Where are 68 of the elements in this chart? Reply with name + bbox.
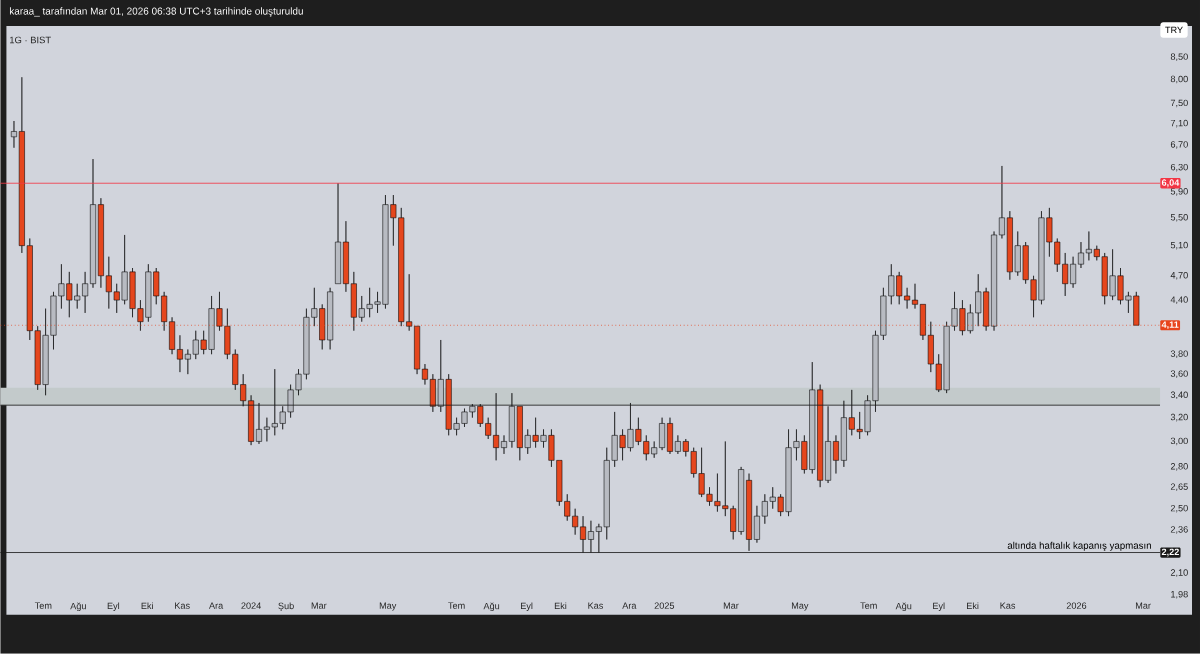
y-tick-label: 4,40 <box>1170 296 1188 305</box>
x-tick-label: Eyl <box>521 602 533 612</box>
candlestick <box>991 231 998 332</box>
x-tick-label: Tem <box>860 602 877 609</box>
x-tick-label: Kas <box>175 602 190 609</box>
y-tick-label: 3,20 <box>1170 413 1188 422</box>
candlestick <box>10 120 17 149</box>
text: 1G · BIST <box>10 36 51 44</box>
x-tick-label: Mar <box>311 602 327 609</box>
x-tick-label: Kas <box>588 602 603 609</box>
candlestick <box>421 363 428 385</box>
x-tick-label: Eki <box>554 602 567 610</box>
x-tick-label: Ağu <box>483 602 500 612</box>
x-tick-label: Eki <box>141 602 153 610</box>
x-tick-label: Ara <box>209 602 224 609</box>
candlestick <box>667 417 673 455</box>
y-tick-label: 5,50 <box>1170 214 1188 222</box>
candlestick <box>580 515 587 553</box>
x-tick-label: Eyl <box>933 602 945 612</box>
annotation: altında haftalık kapanış yapmasın <box>1007 541 1151 551</box>
y-tick-label: 2,80 <box>1170 463 1188 471</box>
y-tick-label: 2,65 <box>1170 483 1188 492</box>
ref-line-label: 2,22 <box>1161 548 1179 557</box>
candlestick <box>90 158 96 289</box>
x-tick-label: Mar <box>723 602 739 609</box>
y-tick-label: 2,36 <box>1170 526 1188 534</box>
y-tick-label: 2,50 <box>1170 505 1188 513</box>
x-tick-label: Ara <box>622 602 637 609</box>
x-tick-label: 2025 <box>654 602 675 610</box>
y-tick-label: 1,98 <box>1171 591 1188 599</box>
y-tick-label: 4,70 <box>1170 272 1188 280</box>
candlestick <box>501 435 507 455</box>
x-tick-label: 2026 <box>1066 602 1087 610</box>
candlestick <box>335 183 342 285</box>
x-tick-label: Şub <box>278 602 294 612</box>
ref-line-label: 6,04 <box>1161 179 1180 188</box>
y-tick-label: 3,60 <box>1170 370 1188 379</box>
y-tick-label: 6,30 <box>1170 164 1188 172</box>
x-tick-label: Tem <box>448 602 465 609</box>
text: TRY <box>1165 26 1183 34</box>
x-tick-label: Eyl <box>107 602 120 612</box>
candlestick <box>256 402 262 445</box>
y-tick-label: 7,50 <box>1170 99 1188 108</box>
y-tick-label: 8,50 <box>1170 53 1188 62</box>
x-tick-label: Tem <box>34 602 52 609</box>
x-tick-label: Eki <box>967 602 979 610</box>
x-tick-label: May <box>791 602 809 611</box>
y-tick-label: 7,10 <box>1170 119 1188 128</box>
y-tick-label: 2,10 <box>1170 569 1188 577</box>
candlestick <box>1077 241 1084 269</box>
candlestick <box>832 435 839 474</box>
text: karaa_ tarafından Mar 01, 2026 06:38 UTC+3 tarihinde oluşturuldu <box>9 7 303 17</box>
candlestick <box>912 283 918 309</box>
x-tick-label: Ağu <box>70 602 86 612</box>
y-tick-label: 6,70 <box>1170 141 1188 149</box>
y-tick-label: 5,10 <box>1170 241 1188 250</box>
x-tick-label: Mar <box>1135 602 1151 609</box>
x-tick-label: 2024 <box>241 602 261 610</box>
ref-line-label: 4,11 <box>1161 321 1179 330</box>
y-tick-label: 5,90 <box>1170 188 1188 196</box>
candlestick <box>746 473 753 552</box>
x-tick-label: Ağu <box>895 602 912 612</box>
y-tick-label: 3,80 <box>1170 350 1188 359</box>
x-tick-label: May <box>379 602 397 611</box>
y-tick-label: 8,00 <box>1170 75 1188 84</box>
y-tick-label: 3,00 <box>1170 437 1188 446</box>
x-tick-label: Kas <box>1000 602 1016 609</box>
y-tick-label: 3,40 <box>1170 391 1188 400</box>
